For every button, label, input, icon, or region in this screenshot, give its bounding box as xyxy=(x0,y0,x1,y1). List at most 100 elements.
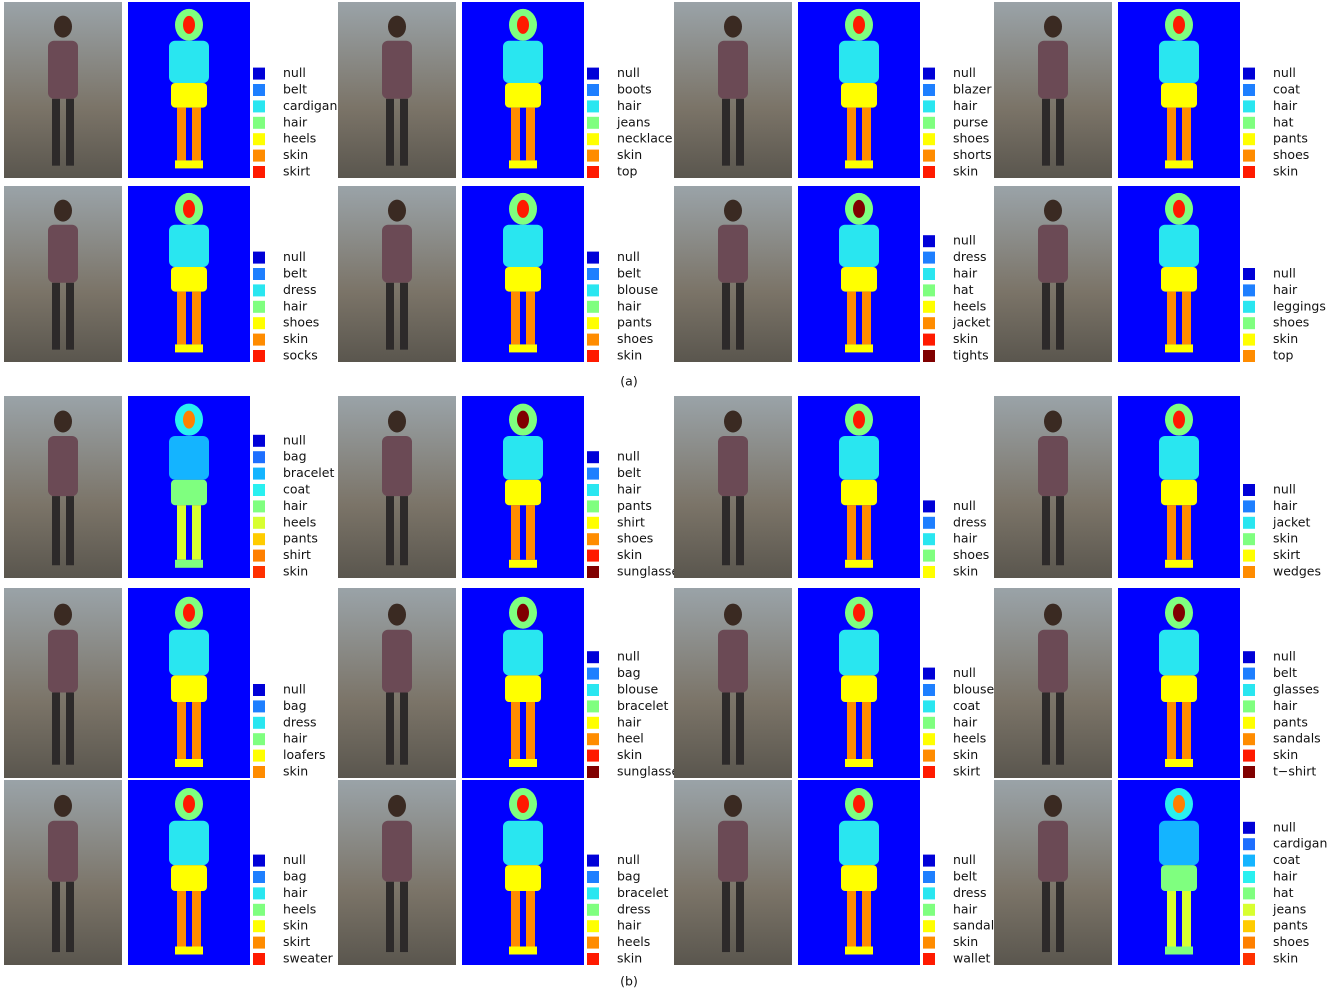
legend-swatch xyxy=(923,333,935,346)
legend-label: skin xyxy=(953,564,978,579)
legend-label: pants xyxy=(1273,714,1308,729)
seg-shoe xyxy=(509,160,537,169)
legend-swatch xyxy=(587,936,599,949)
legend-label: hair xyxy=(1273,498,1298,513)
seg-bottom xyxy=(505,82,541,108)
seg-bottom xyxy=(841,865,877,891)
seg-face xyxy=(1173,603,1185,622)
legend-swatch xyxy=(587,350,599,362)
legend-label: shoes xyxy=(953,547,989,562)
seg-shoe xyxy=(175,946,203,955)
legend-label: skirt xyxy=(283,934,310,949)
seg-leg xyxy=(1182,891,1191,947)
legend-label: shoes xyxy=(953,131,989,146)
legend-swatch xyxy=(587,500,599,513)
legend-swatch xyxy=(1243,854,1255,867)
seg-leg xyxy=(177,891,186,947)
photo-person xyxy=(1056,282,1064,350)
seg-leg xyxy=(862,291,871,345)
seg-face xyxy=(183,795,195,814)
photo-person xyxy=(400,692,408,765)
seg-leg xyxy=(1167,702,1176,759)
legend-label: null xyxy=(1273,266,1296,281)
legend-label: heel xyxy=(617,731,644,746)
legend-label: socks xyxy=(283,348,318,363)
legend-swatch xyxy=(923,700,935,713)
legend-swatch xyxy=(253,116,265,129)
legend-swatch xyxy=(1243,350,1255,362)
photo-person xyxy=(382,629,412,693)
photo-person xyxy=(386,692,394,765)
legend-label: wedges xyxy=(1273,564,1321,579)
legend-swatch xyxy=(923,936,935,949)
legend-label: belt xyxy=(617,465,641,480)
legend-swatch xyxy=(253,467,265,480)
legend-swatch xyxy=(587,166,599,178)
photo-person xyxy=(736,881,744,953)
legend-label: hair xyxy=(283,114,308,129)
seg-bottom xyxy=(171,82,207,108)
photo-person xyxy=(52,282,60,350)
seg-face xyxy=(1173,795,1185,814)
photo-person xyxy=(386,881,394,953)
seg-shoe xyxy=(1165,759,1193,767)
photo-person xyxy=(66,282,74,350)
photo-person xyxy=(400,98,408,166)
legend-swatch xyxy=(1243,500,1255,513)
legend-swatch xyxy=(253,903,265,916)
legend-label: hair xyxy=(953,98,978,113)
photo-person xyxy=(54,15,72,38)
legend-label: skin xyxy=(1273,331,1298,346)
legend-swatch xyxy=(253,953,265,965)
legend-swatch xyxy=(587,451,599,464)
legend-label: skin xyxy=(283,331,308,346)
legend-label: hair xyxy=(283,731,308,746)
legend-label: dress xyxy=(953,885,987,900)
seg-leg xyxy=(847,505,856,560)
legend-label: skin xyxy=(1273,531,1298,546)
legend-label: skirt xyxy=(283,164,310,179)
legend-swatch xyxy=(923,300,935,313)
legend-swatch xyxy=(923,268,935,280)
seg-face xyxy=(517,795,529,814)
legend-swatch xyxy=(1243,684,1255,696)
legend-swatch xyxy=(1243,300,1255,313)
legend-swatch xyxy=(253,251,265,264)
seg-face xyxy=(183,410,195,429)
seg-bottom xyxy=(505,479,541,506)
seg-leg xyxy=(1182,505,1191,560)
legend-label: heels xyxy=(283,131,316,146)
legend-swatch xyxy=(923,549,935,562)
legend-label: sandals xyxy=(953,918,1001,933)
legend-label: bag xyxy=(283,698,307,713)
legend-swatch xyxy=(587,854,599,867)
legend-swatch xyxy=(587,300,599,313)
photo-person xyxy=(66,881,74,953)
legend-swatch xyxy=(923,100,935,113)
seg-face xyxy=(517,15,529,34)
legend-label: hair xyxy=(1273,698,1298,713)
seg-face xyxy=(1173,199,1185,218)
seg-bottom xyxy=(171,266,207,292)
legend-label: dress xyxy=(283,282,317,297)
legend-label: null xyxy=(283,432,306,447)
seg-leg xyxy=(1167,107,1176,161)
photo-person xyxy=(722,496,730,566)
legend-label: null xyxy=(1273,65,1296,80)
legend-label: jacket xyxy=(1272,514,1310,529)
photo-person xyxy=(1056,692,1064,765)
legend-label: null xyxy=(1273,819,1296,834)
legend-label: bag xyxy=(283,449,307,464)
photo-person xyxy=(724,15,742,38)
legend-swatch xyxy=(923,920,935,933)
legend-swatch xyxy=(1243,549,1255,562)
legend-swatch xyxy=(923,133,935,146)
photo-person xyxy=(48,40,78,99)
legend-label: dress xyxy=(283,714,317,729)
seg-top xyxy=(503,224,543,267)
photo-person xyxy=(724,410,742,433)
legend-swatch xyxy=(587,467,599,480)
legend-label: skin xyxy=(953,331,978,346)
legend-swatch xyxy=(253,133,265,146)
